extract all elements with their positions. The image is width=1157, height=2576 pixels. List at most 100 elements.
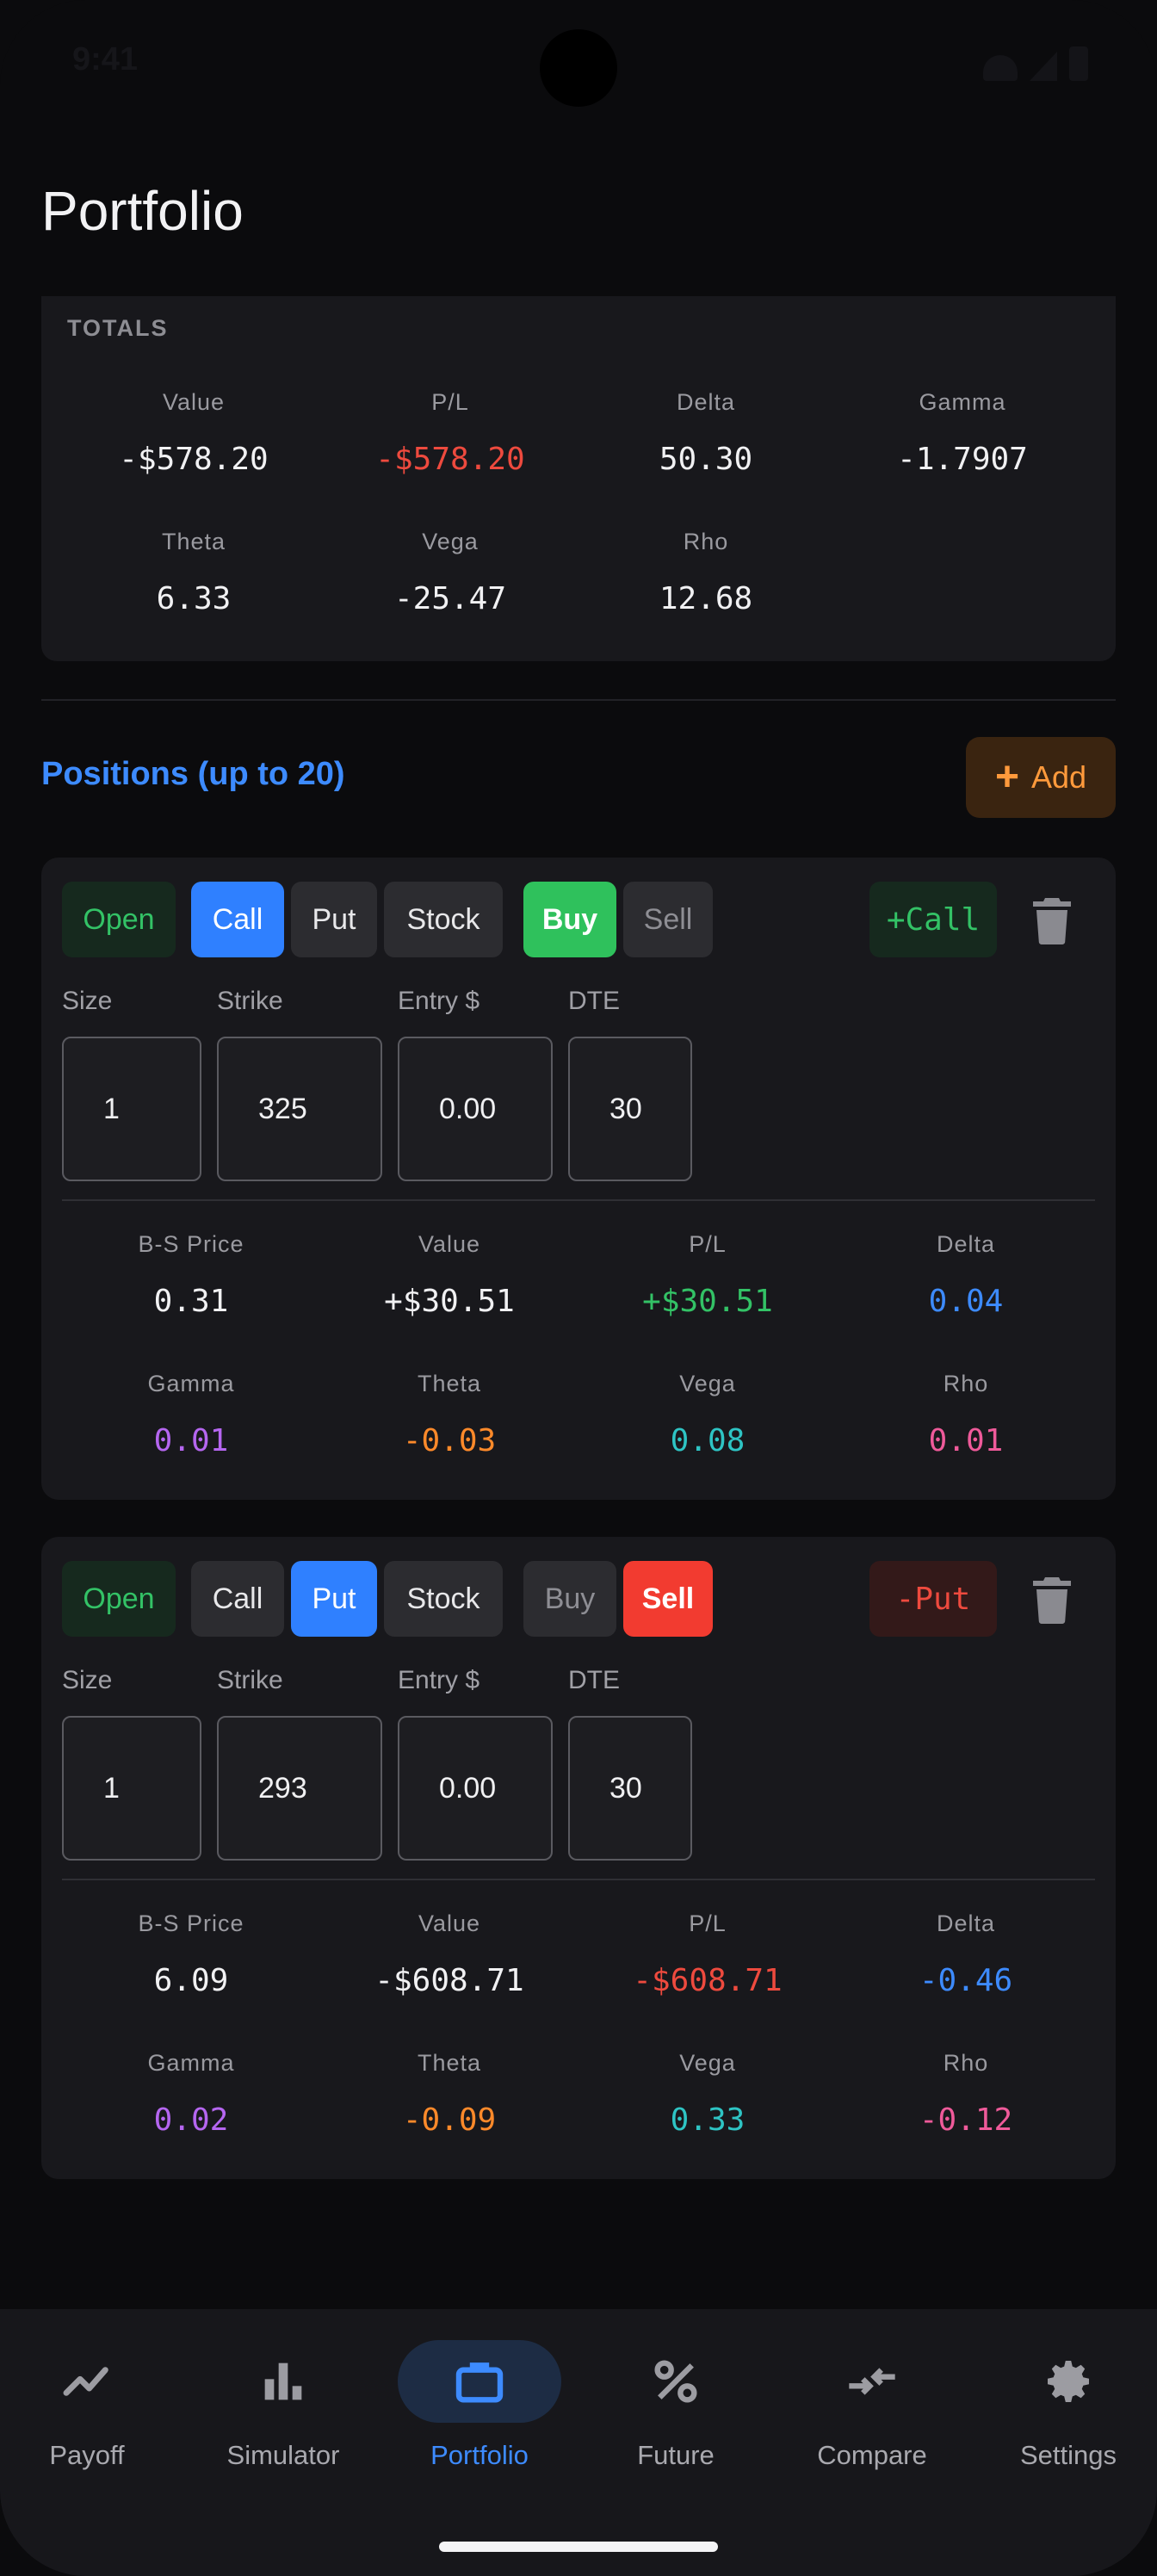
metric-label: Value	[418, 1231, 481, 1257]
metric-value: 6.09	[153, 1963, 229, 1998]
type-option-call[interactable]: Call	[191, 1561, 284, 1637]
metric-value: -1.7907	[897, 442, 1028, 477]
position-badge: -Put	[869, 1561, 997, 1637]
trending-up-icon	[63, 2367, 108, 2396]
bottom-nav: Payoff Simulator Portfolio Future Compar…	[0, 2309, 1157, 2576]
dte-label: DTE	[568, 987, 620, 1015]
metric-label: Rho	[683, 529, 729, 554]
metric-label: Vega	[679, 2050, 736, 2076]
nav-item-portfolio[interactable]: Portfolio	[381, 2340, 578, 2504]
nav-label: Compare	[817, 2440, 927, 2470]
dte-label: DTE	[568, 1666, 620, 1694]
metric-value: 12.68	[659, 581, 753, 616]
metric-value: 0.04	[928, 1284, 1004, 1319]
status-icons	[983, 46, 1088, 81]
camera-cutout	[540, 29, 617, 107]
dte-input[interactable]: 30	[568, 1037, 692, 1181]
entry-label: Entry $	[398, 987, 480, 1015]
dte-input[interactable]: 30	[568, 1716, 692, 1861]
strike-label: Strike	[217, 987, 283, 1015]
nav-item-settings[interactable]: Settings	[970, 2340, 1157, 2504]
metric-label: Delta	[676, 389, 736, 415]
add-position-button[interactable]: + Add	[966, 737, 1116, 818]
battery-icon	[1069, 46, 1088, 81]
wifi-icon	[983, 55, 1018, 81]
trash-icon[interactable]	[1031, 895, 1073, 945]
metric-value: +$30.51	[642, 1284, 773, 1319]
metric-value: -0.12	[919, 2102, 1013, 2138]
metric-rho: Rho -0.12	[837, 2050, 1095, 2138]
metric-value: +$30.51	[384, 1284, 515, 1319]
metric-delta: Delta -0.46	[837, 1910, 1095, 1998]
position-card: Open Call Put Stock Buy Sell -Put Size S…	[41, 1537, 1116, 2179]
section-divider	[41, 699, 1116, 701]
home-indicator[interactable]	[439, 2542, 718, 2552]
metric-bs-price: B-S Price 6.09	[62, 1910, 320, 1998]
side-option-sell[interactable]: Sell	[623, 1561, 713, 1637]
metric-label: Vega	[679, 1371, 736, 1396]
side-option-buy[interactable]: Buy	[523, 882, 616, 957]
positions-title: Positions (up to 20)	[41, 756, 345, 792]
size-input[interactable]: 1	[62, 1037, 201, 1181]
position-card: Open Call Put Stock Buy Sell +Call Size …	[41, 858, 1116, 1500]
metric-gamma: Gamma 0.01	[62, 1371, 320, 1458]
size-input[interactable]: 1	[62, 1716, 201, 1861]
side-option-sell[interactable]: Sell	[623, 882, 713, 957]
metric-rho: Rho 0.01	[837, 1371, 1095, 1458]
nav-item-payoff[interactable]: Payoff	[0, 2340, 185, 2504]
nav-item-simulator[interactable]: Simulator	[185, 2340, 381, 2504]
nav-label: Portfolio	[430, 2440, 529, 2470]
plus-icon: +	[994, 754, 1019, 800]
status-toggle[interactable]: Open	[62, 1561, 176, 1637]
entry-label: Entry $	[398, 1666, 480, 1694]
bar-chart-icon	[264, 2362, 302, 2400]
metric-theta: Theta -0.03	[320, 1371, 578, 1458]
position-badge: +Call	[869, 882, 997, 957]
metric-label: Value	[162, 389, 226, 415]
metric-label: P/L	[689, 1231, 727, 1257]
type-option-put[interactable]: Put	[291, 1561, 377, 1637]
metric-label: B-S Price	[138, 1910, 244, 1936]
briefcase-icon	[455, 2362, 504, 2403]
type-option-put[interactable]: Put	[291, 882, 377, 957]
side-option-buy[interactable]: Buy	[523, 1561, 616, 1637]
metric-value: 50.30	[659, 442, 753, 477]
metric-value: Value +$30.51	[320, 1231, 578, 1319]
totals-metric-value: Value -$578.20	[65, 389, 323, 477]
type-option-stock[interactable]: Stock	[384, 1561, 503, 1637]
totals-metric-rho: Rho 12.68	[577, 529, 835, 616]
entry-price-input[interactable]: 0.00	[398, 1716, 553, 1861]
card-divider	[62, 1199, 1095, 1201]
metric-bs-price: B-S Price 0.31	[62, 1231, 320, 1319]
nav-label: Settings	[1019, 2440, 1117, 2470]
gear-icon	[1048, 2361, 1089, 2402]
metric-value: Value -$608.71	[320, 1910, 578, 1998]
metric-label: Theta	[161, 529, 226, 554]
metric-label: Gamma	[147, 1371, 235, 1396]
metric-value: -0.09	[402, 2102, 497, 2138]
status-toggle[interactable]: Open	[62, 882, 176, 957]
metric-label: Gamma	[919, 389, 1006, 415]
metric-label: Delta	[936, 1910, 996, 1936]
metric-pl: P/L +$30.51	[578, 1231, 837, 1319]
metric-label: P/L	[431, 389, 469, 415]
page-title: Portfolio	[41, 180, 244, 242]
metric-label: Delta	[936, 1231, 996, 1257]
metric-value: 0.01	[928, 1423, 1004, 1458]
nav-item-compare[interactable]: Compare	[774, 2340, 970, 2504]
status-time: 9:41	[72, 41, 139, 77]
strike-input[interactable]: 293	[217, 1716, 382, 1861]
metric-label: B-S Price	[138, 1231, 244, 1257]
metric-label: Rho	[943, 2050, 989, 2076]
totals-metric-pl: P/L -$578.20	[321, 389, 579, 477]
entry-price-input[interactable]: 0.00	[398, 1037, 553, 1181]
type-option-stock[interactable]: Stock	[384, 882, 503, 957]
metric-delta: Delta 0.04	[837, 1231, 1095, 1319]
type-option-call[interactable]: Call	[191, 882, 284, 957]
metric-label: Value	[418, 1910, 481, 1936]
trash-icon[interactable]	[1031, 1575, 1073, 1625]
nav-item-future[interactable]: Future	[578, 2340, 774, 2504]
strike-input[interactable]: 325	[217, 1037, 382, 1181]
metric-label: Vega	[422, 529, 479, 554]
totals-metric-theta: Theta 6.33	[65, 529, 323, 616]
